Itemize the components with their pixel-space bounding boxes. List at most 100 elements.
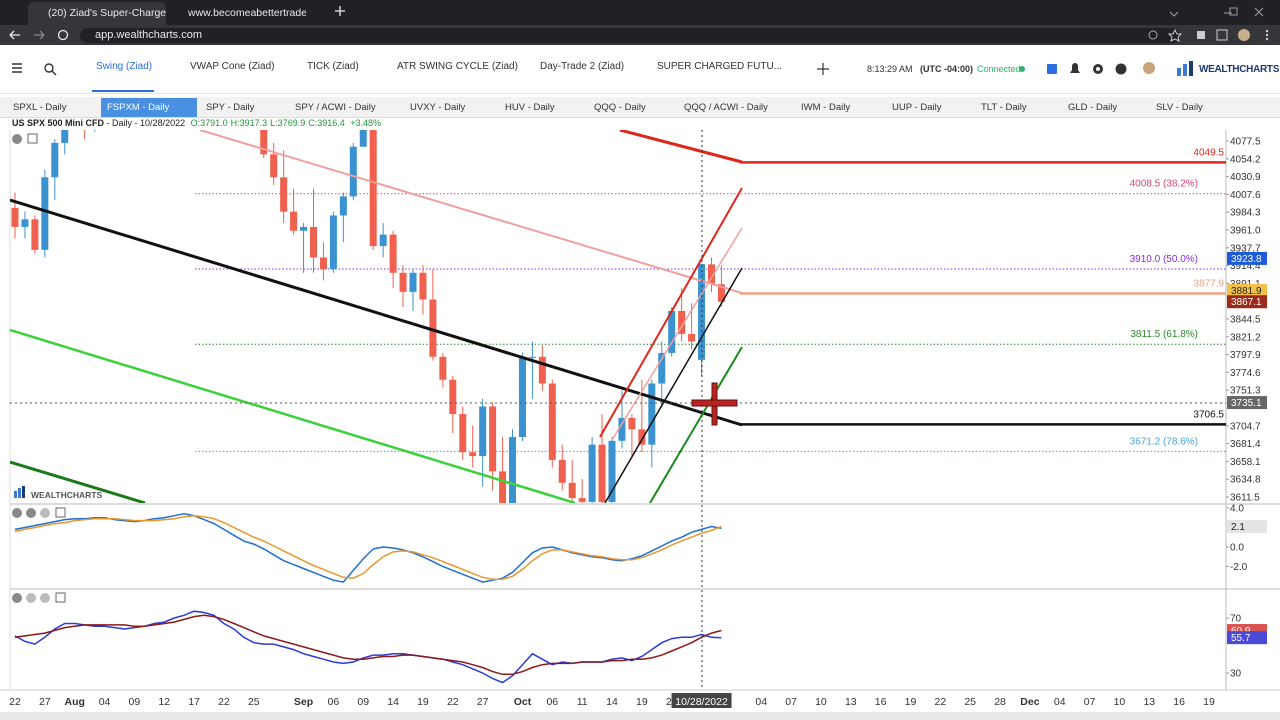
- candle-body: [349, 146, 357, 197]
- candle-body: [469, 452, 477, 457]
- price-tag: [1227, 251, 1267, 265]
- layout-tab[interactable]: ATR SWING CYCLE (Ziad): [397, 61, 518, 72]
- brand-logo: [1177, 61, 1193, 76]
- channel-line: [611, 227, 743, 441]
- indicator-line: [14, 514, 722, 580]
- y-tick-label: 4030.9: [1230, 172, 1261, 183]
- y-tick-label: 3984.3: [1230, 208, 1261, 219]
- x-tick-label: 11: [577, 696, 588, 708]
- symbol-tab[interactable]: SLV - Daily: [1156, 102, 1203, 113]
- symbol-tab[interactable]: FSPXM - Daily: [101, 98, 197, 117]
- candle-body: [688, 333, 696, 342]
- x-tick-label: 22: [935, 696, 947, 708]
- candle-body: [717, 284, 725, 302]
- y-tick-label: -2.0: [1230, 562, 1248, 573]
- x-tick-label: 14: [606, 696, 618, 708]
- symbol-tab[interactable]: HUV - Daily: [505, 102, 555, 113]
- candle-body: [449, 379, 457, 415]
- candle-body: [568, 482, 576, 499]
- y-tick-label: 3751.3: [1230, 386, 1261, 397]
- url[interactable]: app.wealthcharts.com: [95, 29, 202, 41]
- candle-body: [310, 226, 317, 258]
- candle-body: [638, 429, 646, 445]
- level-label: 4008.5 (38.2%): [1130, 179, 1198, 190]
- y-tick-label: 3844.5: [1230, 314, 1261, 325]
- candle-body: [608, 440, 616, 502]
- candle-body: [319, 257, 327, 269]
- layout-tab[interactable]: Swing (Ziad): [96, 61, 153, 72]
- price-tag-label: 2.1: [1231, 522, 1245, 533]
- watermark: WEALTHCHARTS: [31, 490, 102, 500]
- x-tick-label: 14: [387, 696, 399, 708]
- symbol-tab[interactable]: GLD - Daily: [1068, 102, 1118, 113]
- symbol-tab-bar: [0, 97, 1280, 118]
- y-tick-label: 4.0: [1230, 503, 1244, 514]
- price-tag: [1227, 283, 1267, 297]
- symbol-tab[interactable]: UUP - Daily: [892, 102, 942, 113]
- y-tick-label: 70: [1230, 614, 1242, 625]
- trendline: [619, 130, 743, 164]
- y-tick-label: 3797.9: [1230, 350, 1261, 361]
- y-tick-label: 3961.0: [1230, 225, 1261, 236]
- ohlc-value: H:3917.3: [230, 118, 268, 128]
- trendline: [10, 198, 743, 427]
- browser-tab[interactable]: (20) Ziad's Super-Charged Layou: [28, 2, 166, 25]
- toolbar-icons[interactable]: [1045, 60, 1160, 78]
- y-tick-label: 3937.7: [1230, 243, 1261, 254]
- x-tick-label: 06: [546, 696, 558, 708]
- nav-buttons[interactable]: [6, 28, 86, 42]
- status-dot: [1019, 66, 1025, 72]
- symbol-tab[interactable]: QQQ - Daily: [594, 102, 646, 113]
- candle-body: [489, 406, 497, 472]
- candle-body: [329, 215, 337, 269]
- level-label: 3706.5: [1193, 409, 1224, 420]
- x-tick-label: 13: [1143, 696, 1155, 708]
- x-tick-label: 07: [1084, 696, 1096, 708]
- candle-body: [628, 417, 636, 430]
- x-tick-label: 17: [188, 696, 200, 708]
- active-tab-underline: [92, 90, 154, 92]
- candle-body: [359, 130, 367, 147]
- symbol-tab[interactable]: UVXY - Daily: [410, 102, 466, 113]
- symbol-tab[interactable]: QQQ / ACWI - Daily: [684, 102, 768, 113]
- omnibox[interactable]: [80, 28, 1180, 43]
- layout-tab[interactable]: SUPER CHARGED FUTU...: [657, 61, 783, 72]
- symbol-tab[interactable]: SPY - Daily: [206, 102, 255, 113]
- x-tick-label: 04: [1054, 696, 1066, 708]
- price-tag-label: 55.7: [1231, 633, 1251, 644]
- browser-toolbar-icons[interactable]: [1145, 27, 1275, 43]
- candle-body: [389, 234, 397, 273]
- candle-body: [41, 177, 49, 250]
- chart: WEALTHCHARTS 4077.5 4054.2 4030.9 4007.6 398…: [0, 118, 1280, 720]
- symbol-tab[interactable]: SPY / ACWI - Daily: [295, 102, 376, 113]
- indicator-line: [14, 614, 722, 676]
- x-tick-label: Sep: [294, 696, 313, 708]
- drawing-tools: [10, 130, 743, 503]
- candle-body: [21, 219, 29, 227]
- add-tab[interactable]: [816, 62, 830, 76]
- browser-tab[interactable]: www.becomeabettertrader.com/: [188, 7, 306, 19]
- timezone[interactable]: (UTC -04:00): [920, 64, 974, 74]
- layout-tab[interactable]: TICK (Ziad): [307, 61, 359, 72]
- watermark-logo: [14, 486, 25, 498]
- price-tag: [1227, 519, 1267, 533]
- candle-body: [51, 142, 59, 178]
- candle-body: [369, 130, 377, 247]
- menu-search[interactable]: [10, 61, 60, 77]
- symbol-tab[interactable]: SPXL - Daily: [13, 102, 67, 113]
- new-tab[interactable]: [334, 5, 346, 17]
- channel-line: [599, 187, 743, 438]
- pane-controls[interactable]: [12, 133, 66, 603]
- x-tick-label: 25: [248, 696, 260, 708]
- x-tick-label: 27: [39, 696, 51, 708]
- layout-tab[interactable]: Day-Trade 2 (Ziad): [540, 61, 625, 72]
- y-tick-label: 3681.4: [1230, 439, 1261, 450]
- candle-body: [648, 383, 656, 445]
- symbol-tab[interactable]: TLT - Daily: [981, 102, 1027, 113]
- layout-tab[interactable]: VWAP Cone (Ziad): [190, 61, 275, 72]
- candle-body: [419, 272, 427, 300]
- x-tick-label: 04: [99, 696, 111, 708]
- symbol-tab[interactable]: IWM - Daily: [801, 102, 851, 113]
